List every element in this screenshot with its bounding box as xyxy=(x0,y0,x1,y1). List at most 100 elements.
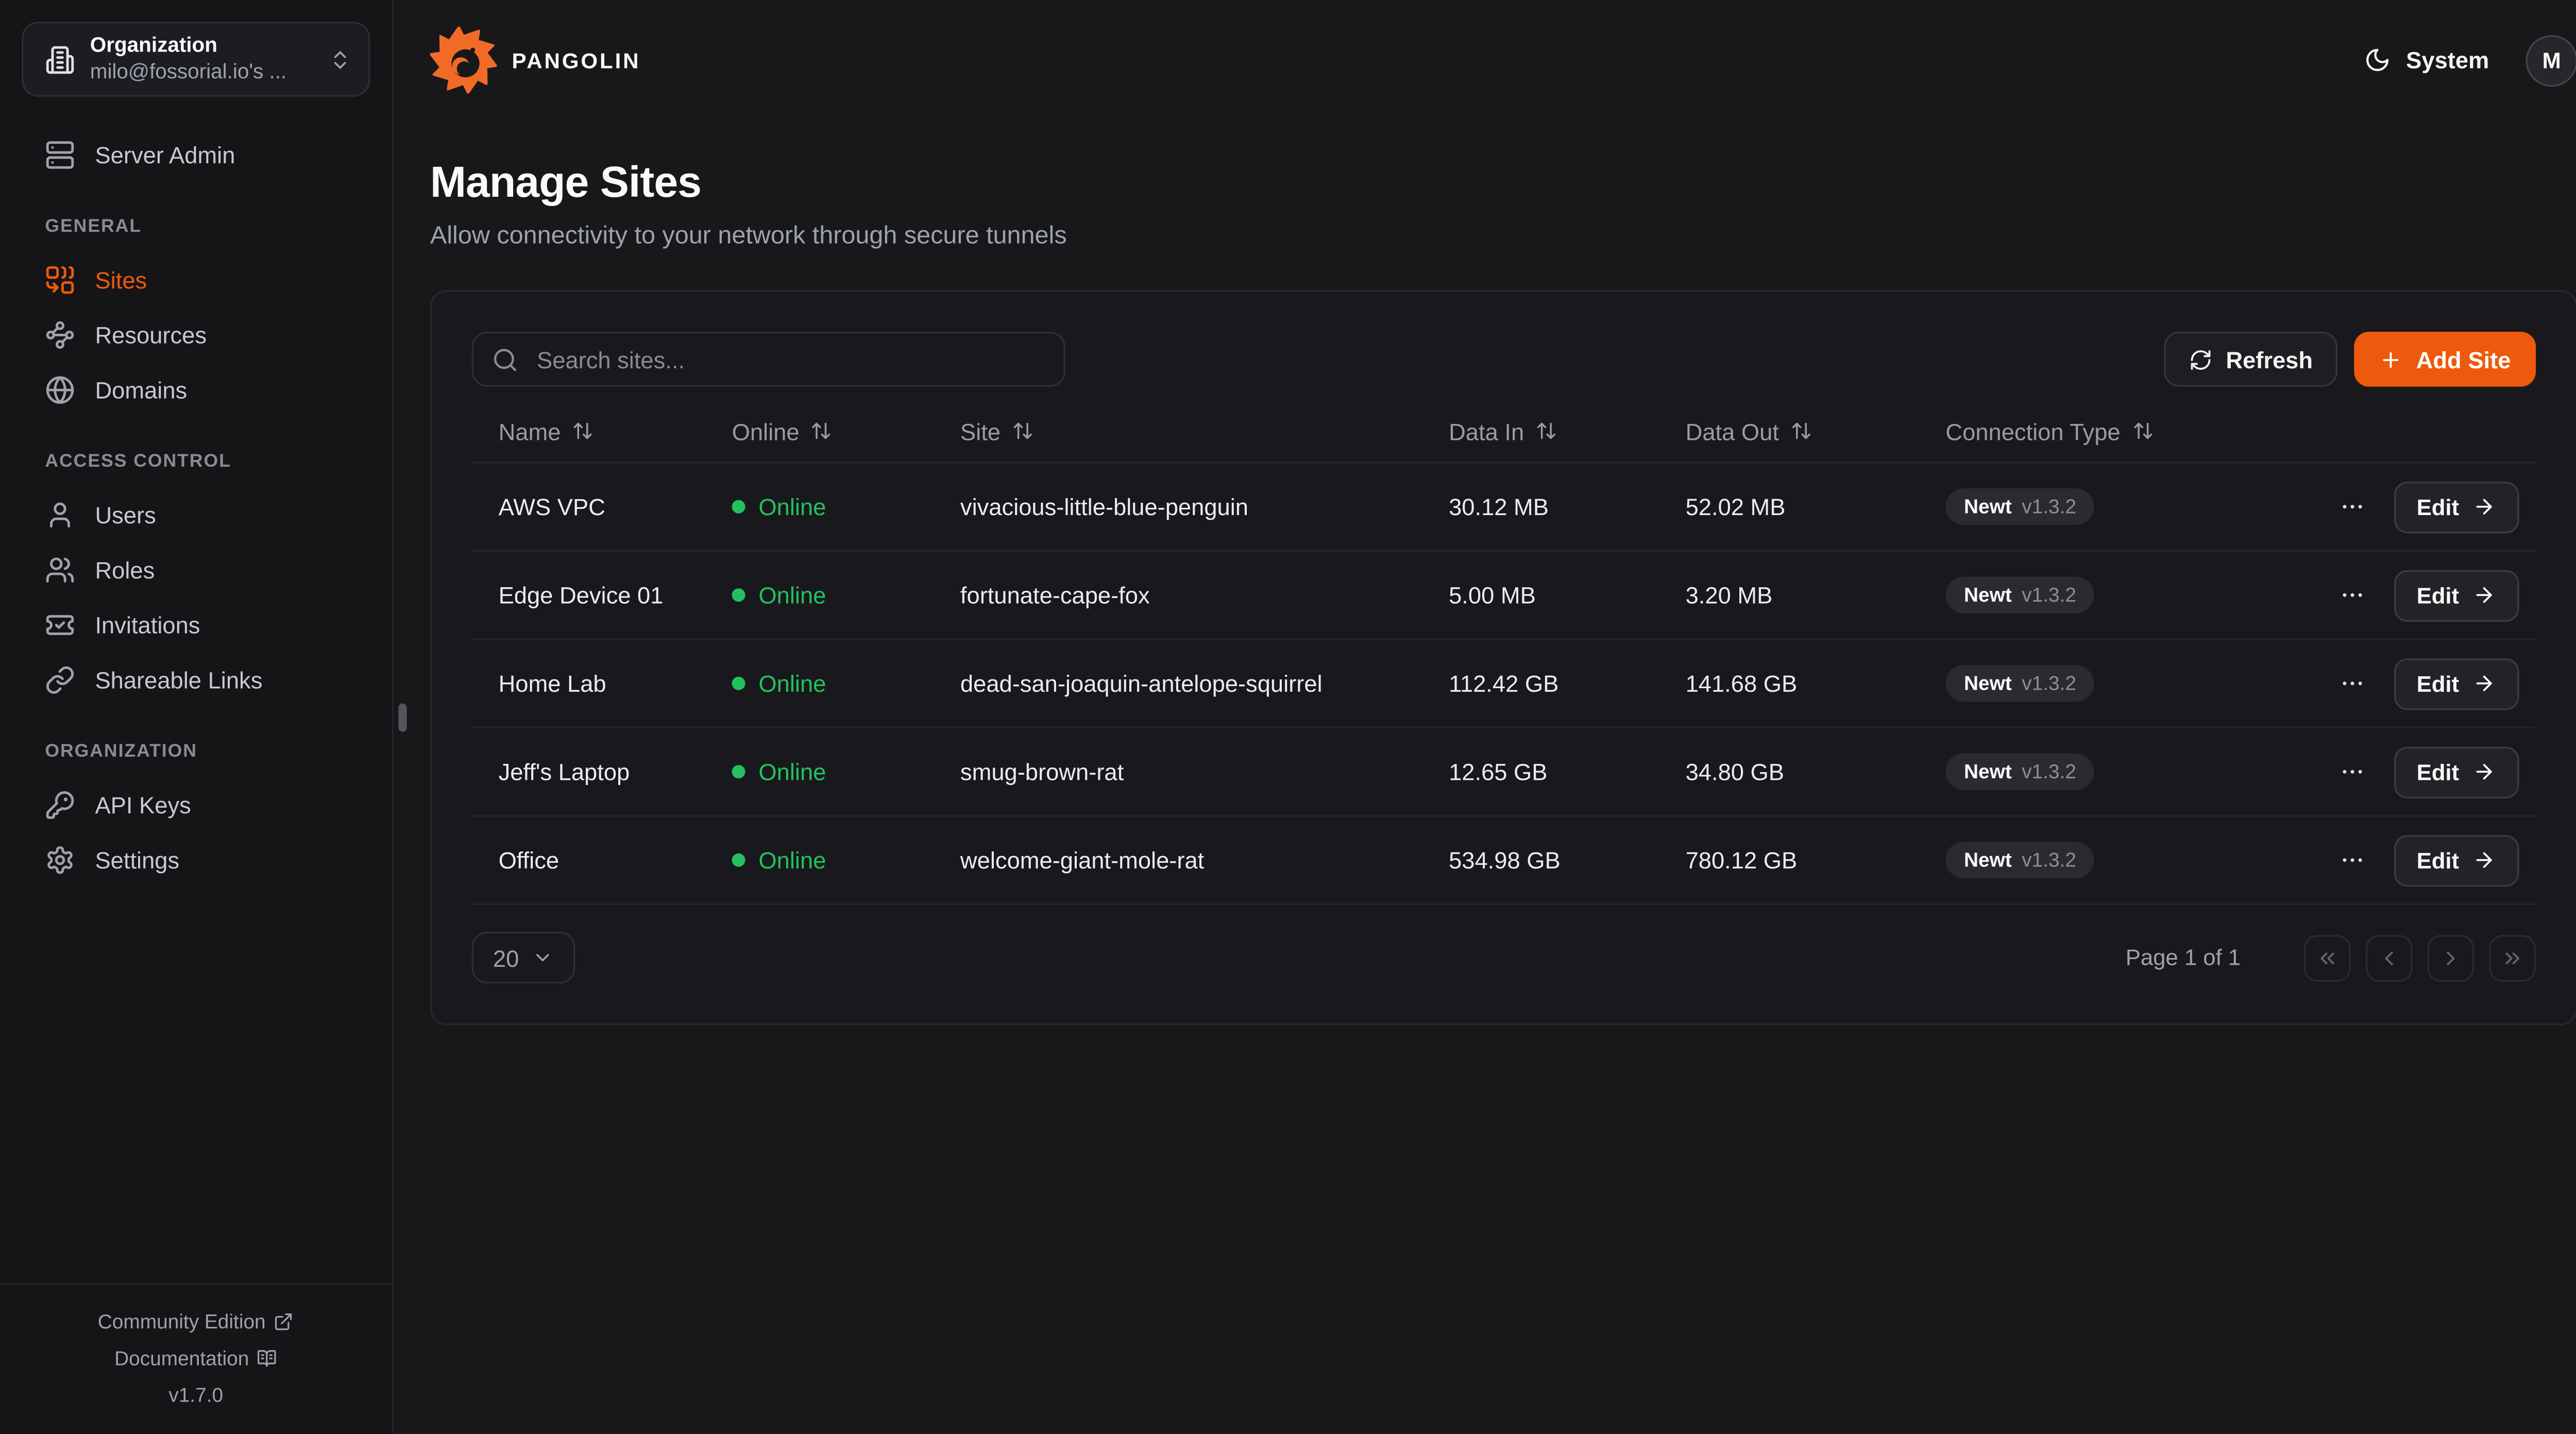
documentation-link[interactable]: Documentation xyxy=(0,1340,392,1377)
server-icon xyxy=(45,140,75,170)
site-slug: vivacious-little-blue-penguin xyxy=(960,493,1249,520)
sidebar-resize-handle[interactable] xyxy=(398,703,407,732)
site-slug: fortunate-cape-fox xyxy=(960,582,1150,609)
page-header: Manage Sites Allow connectivity to your … xyxy=(430,157,2576,250)
connection-type-badge: Newt v1.3.2 xyxy=(1945,576,2095,613)
next-page-button[interactable] xyxy=(2427,934,2475,981)
online-dot-icon xyxy=(732,765,745,779)
user-icon xyxy=(45,500,75,530)
status-badge: Online xyxy=(705,847,934,874)
site-name: Jeff's Laptop xyxy=(498,758,630,786)
connection-type-badge: Newt v1.3.2 xyxy=(1945,665,2095,702)
sidebar-item-settings[interactable]: Settings xyxy=(23,843,368,877)
edit-button[interactable]: Edit xyxy=(2393,569,2519,621)
edit-button[interactable]: Edit xyxy=(2393,657,2519,709)
chevrons-right-icon xyxy=(2501,946,2524,969)
row-menu-button[interactable] xyxy=(2335,667,2368,700)
data-in-value: 5.00 MB xyxy=(1449,582,1536,609)
sidebar-item-invitations[interactable]: Invitations xyxy=(23,608,368,642)
sidebar-item-api-keys[interactable]: API Keys xyxy=(23,789,368,822)
org-switcher[interactable]: Organization milo@fossorial.io's ... xyxy=(22,22,370,97)
data-out-value: 34.80 GB xyxy=(1685,758,1785,786)
online-dot-icon xyxy=(732,588,745,602)
column-header-name[interactable]: Name xyxy=(472,418,705,444)
edit-button[interactable]: Edit xyxy=(2393,834,2519,886)
ellipsis-icon xyxy=(2338,670,2365,697)
sidebar: Organization milo@fossorial.io's ... Ser… xyxy=(0,0,394,1433)
link-icon xyxy=(45,665,75,695)
site-name: Office xyxy=(498,846,560,874)
table-row: Jeff's Laptop Online smug-brown-rat 12.6… xyxy=(471,728,2536,817)
search-icon xyxy=(492,346,519,372)
chevron-left-icon xyxy=(2378,946,2401,969)
sort-icon xyxy=(1012,420,1034,441)
refresh-icon xyxy=(2189,348,2212,371)
page-size-select[interactable]: 20 xyxy=(471,931,575,984)
connection-type-badge: Newt v1.3.2 xyxy=(1945,753,2095,790)
table-row: Edge Device 01 Online fortunate-cape-fox… xyxy=(471,552,2536,640)
sidebar-item-roles[interactable]: Roles xyxy=(23,553,368,587)
arrow-right-icon xyxy=(2472,672,2496,695)
sort-icon xyxy=(1791,420,1812,441)
data-in-value: 534.98 GB xyxy=(1449,846,1561,874)
column-header-online[interactable]: Online xyxy=(705,418,934,444)
sidebar-item-shareable-links[interactable]: Shareable Links xyxy=(23,663,368,697)
online-dot-icon xyxy=(732,676,745,690)
users-icon xyxy=(45,555,75,585)
table-footer: 20 Page 1 of 1 xyxy=(471,931,2536,984)
edit-button[interactable]: Edit xyxy=(2393,746,2519,798)
sidebar-item-sites[interactable]: Sites xyxy=(23,263,368,297)
sites-card: Refresh Add Site Name Online Site Data I… xyxy=(430,290,2576,1026)
search-input[interactable] xyxy=(533,344,1045,374)
section-heading-organization: ORGANIZATION xyxy=(45,742,197,762)
previous-page-button[interactable] xyxy=(2365,934,2413,981)
book-open-icon xyxy=(258,1348,278,1369)
data-out-value: 3.20 MB xyxy=(1685,582,1773,609)
last-page-button[interactable] xyxy=(2489,934,2536,981)
sidebar-item-resources[interactable]: Resources xyxy=(23,318,368,352)
sidebar-item-domains[interactable]: Domains xyxy=(23,373,368,407)
row-menu-button[interactable] xyxy=(2335,755,2368,789)
edit-button[interactable]: Edit xyxy=(2393,481,2519,533)
sort-icon xyxy=(572,420,594,441)
resources-icon xyxy=(45,320,75,350)
sites-table: Name Online Site Data In Data Out Connec… xyxy=(471,400,2536,906)
section-heading-general: GENERAL xyxy=(45,216,142,237)
version-label: v1.7.0 xyxy=(168,1383,224,1407)
ellipsis-icon xyxy=(2338,758,2365,785)
row-menu-button[interactable] xyxy=(2335,578,2368,612)
add-site-button[interactable]: Add Site xyxy=(2354,331,2536,387)
sidebar-item-server-admin[interactable]: Server Admin xyxy=(23,139,368,172)
globe-icon xyxy=(45,375,75,405)
column-header-site[interactable]: Site xyxy=(934,418,1422,444)
community-edition-link[interactable]: Community Edition xyxy=(0,1304,392,1340)
site-name: Edge Device 01 xyxy=(498,582,664,609)
main-area: PANGOLIN System M Manage Sites Allow con… xyxy=(394,0,2576,1433)
table-row: Home Lab Online dead-san-joaquin-antelop… xyxy=(471,640,2536,729)
row-menu-button[interactable] xyxy=(2335,843,2368,877)
moon-icon xyxy=(2364,47,2391,74)
refresh-button[interactable]: Refresh xyxy=(2164,331,2338,387)
search-box xyxy=(471,331,1065,387)
ellipsis-icon xyxy=(2338,582,2365,608)
status-badge: Online xyxy=(705,493,934,520)
first-page-button[interactable] xyxy=(2304,934,2351,981)
theme-toggle[interactable]: System xyxy=(2364,47,2489,74)
row-menu-button[interactable] xyxy=(2335,490,2368,523)
table-row: Office Online welcome-giant-mole-rat 534… xyxy=(471,817,2536,906)
column-header-data-in[interactable]: Data In xyxy=(1422,418,1659,444)
site-name: AWS VPC xyxy=(498,493,605,520)
avatar[interactable]: M xyxy=(2526,34,2576,86)
data-out-value: 141.68 GB xyxy=(1685,670,1798,697)
sidebar-item-users[interactable]: Users xyxy=(23,499,368,532)
column-header-connection-type[interactable]: Connection Type xyxy=(1919,418,2302,444)
table-header: Name Online Site Data In Data Out Connec… xyxy=(471,400,2536,464)
arrow-right-icon xyxy=(2472,584,2496,607)
column-header-data-out[interactable]: Data Out xyxy=(1659,418,1919,444)
page-title: Manage Sites xyxy=(430,157,702,207)
page-status: Page 1 of 1 xyxy=(2125,945,2241,970)
status-badge: Online xyxy=(705,670,934,697)
table-row: AWS VPC Online vivacious-little-blue-pen… xyxy=(471,464,2536,552)
site-slug: smug-brown-rat xyxy=(960,758,1124,786)
site-name: Home Lab xyxy=(498,670,606,697)
